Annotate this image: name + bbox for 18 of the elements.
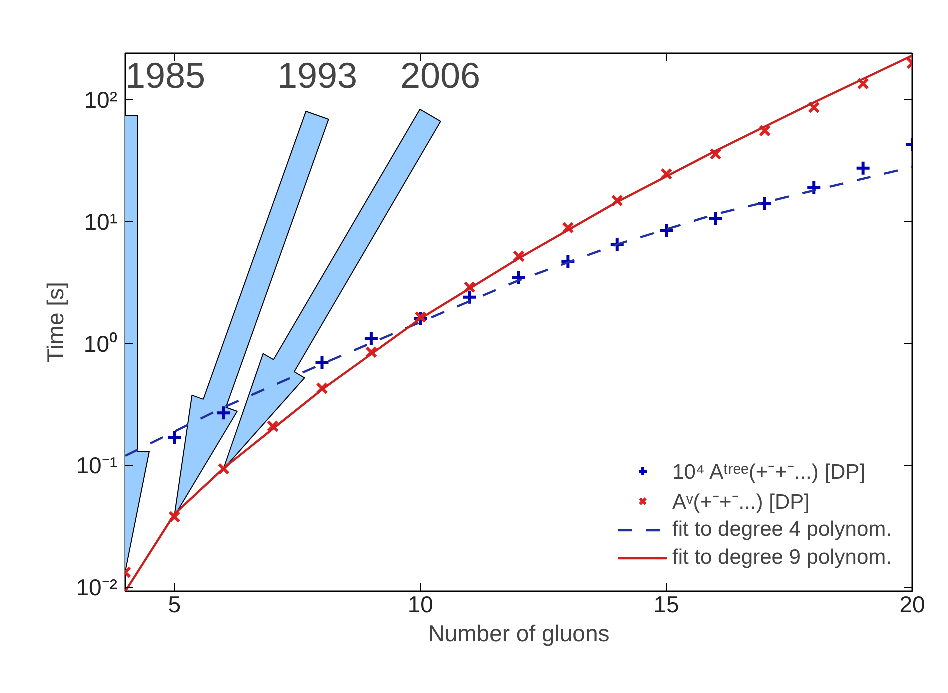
y-axis-title: Time [s] (42, 282, 68, 363)
annotation: 1985 (125, 55, 206, 96)
x-axis-title: Number of gluons (428, 620, 610, 646)
x-tick-label: 15 (654, 592, 680, 618)
y-tick-label: 10¹ (84, 208, 118, 235)
annotation: 2006 (400, 55, 481, 96)
legend-label: 10⁴ Aᵗʳᵉᵉ(+⁻+⁻...) [DP] (672, 460, 866, 485)
x-tick-label: 20 (900, 592, 926, 618)
y-tick-label: 10⁻¹ (76, 452, 118, 479)
y-tick-label: 10⁻² (76, 574, 118, 601)
y-tick-label: 10⁰ (84, 330, 118, 357)
legend-label: fit to degree 4 polynom. (672, 517, 892, 543)
y-tick-label: 10² (84, 86, 118, 113)
legend-label: Aᵛ(+⁻+⁻...) [DP] (672, 490, 810, 515)
legend-label: fit to degree 9 polynom. (672, 545, 892, 571)
x-tick-label: 10 (408, 592, 434, 618)
annotation: 1993 (277, 55, 358, 96)
x-tick-label: 5 (168, 592, 182, 618)
